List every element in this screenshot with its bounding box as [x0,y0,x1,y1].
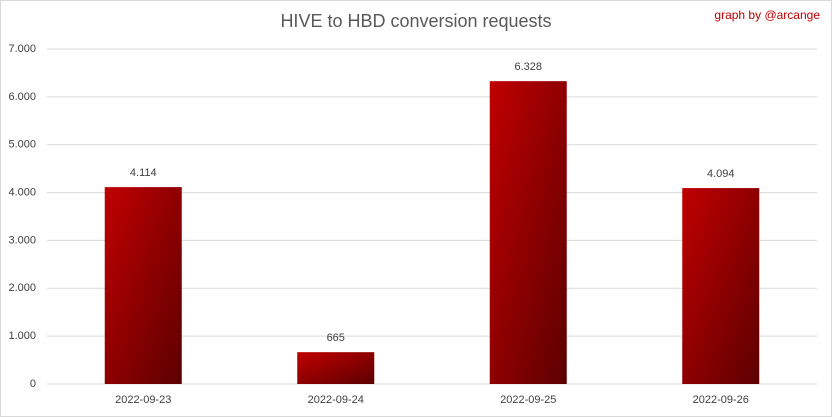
x-tick-label: 2022-09-25 [500,394,556,406]
bar [297,352,375,384]
y-tick-label: 6.000 [8,91,36,103]
y-tick-label: 5.000 [8,139,36,151]
bar [682,188,760,384]
bar [104,187,182,384]
y-tick-label: 2.000 [8,282,36,294]
chart-title: HIVE to HBD conversion requests [280,11,551,31]
y-tick-label: 4.000 [8,186,36,198]
y-tick-label: 3.000 [8,234,36,246]
value-label: 4.114 [130,167,157,179]
y-tick-label: 1.000 [8,330,36,342]
y-tick-label: 0 [30,378,36,390]
x-tick-label: 2022-09-24 [308,394,364,406]
value-label: 665 [327,332,345,344]
bar [489,81,567,384]
annotation: graph by @arcange [714,8,820,22]
x-tick-label: 2022-09-26 [693,394,749,406]
value-label: 4.094 [707,168,735,180]
value-label: 6.328 [514,61,542,73]
y-tick-label: 7.000 [8,43,36,55]
x-tick-label: 2022-09-23 [115,394,171,406]
